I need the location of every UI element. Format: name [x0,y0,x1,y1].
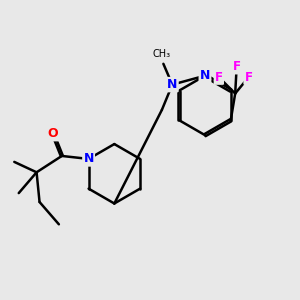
Text: N: N [200,69,210,82]
Text: F: F [233,60,241,73]
Text: F: F [244,71,253,84]
Text: CH₃: CH₃ [153,49,171,59]
Text: O: O [48,127,58,140]
Text: N: N [83,152,94,165]
Text: F: F [215,71,223,84]
Text: N: N [167,78,178,91]
